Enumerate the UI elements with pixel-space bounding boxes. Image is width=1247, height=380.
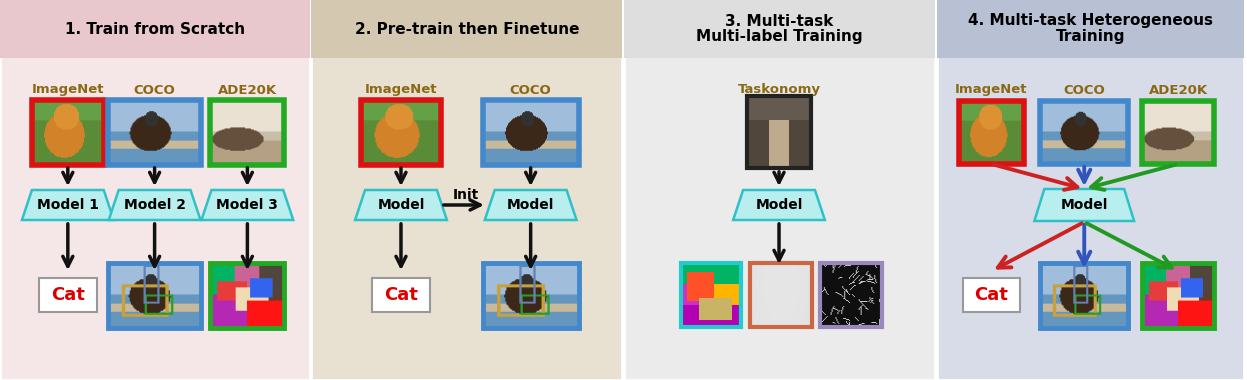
Polygon shape <box>202 190 293 220</box>
Bar <box>372 278 430 312</box>
Bar <box>483 100 579 165</box>
Polygon shape <box>485 190 576 220</box>
Text: ADE20K: ADE20K <box>1148 84 1207 97</box>
Text: Model: Model <box>756 198 803 212</box>
Bar <box>39 278 97 312</box>
Text: Model 3: Model 3 <box>217 198 278 212</box>
Text: 3. Multi-task: 3. Multi-task <box>726 14 834 28</box>
Text: COCO: COCO <box>133 84 176 97</box>
Text: Model: Model <box>508 198 555 212</box>
Text: Cat: Cat <box>975 286 1009 304</box>
Bar <box>625 0 935 380</box>
Bar <box>751 263 812 327</box>
Bar <box>107 263 202 328</box>
Text: Model 2: Model 2 <box>123 198 186 212</box>
Polygon shape <box>22 190 113 220</box>
Bar <box>625 0 935 58</box>
Bar <box>107 100 202 165</box>
Polygon shape <box>1034 189 1134 221</box>
Text: 1. Train from Scratch: 1. Train from Scratch <box>65 22 246 36</box>
Bar <box>1142 263 1213 328</box>
Polygon shape <box>355 190 446 220</box>
Bar <box>1040 100 1129 163</box>
Bar <box>1040 263 1129 328</box>
Bar <box>963 278 1020 312</box>
Text: 4. Multi-task Heterogeneous: 4. Multi-task Heterogeneous <box>968 14 1213 28</box>
Polygon shape <box>733 190 826 220</box>
Text: ImageNet: ImageNet <box>31 84 104 97</box>
Text: Cat: Cat <box>384 286 418 304</box>
Bar <box>211 100 284 165</box>
Text: ImageNet: ImageNet <box>955 84 1028 97</box>
Text: Model 1: Model 1 <box>37 198 99 212</box>
Text: COCO: COCO <box>1064 84 1105 97</box>
Text: Model: Model <box>378 198 425 212</box>
Bar <box>936 0 1243 58</box>
Text: COCO: COCO <box>510 84 551 97</box>
Bar <box>681 263 741 327</box>
Bar <box>312 0 622 58</box>
Bar <box>821 263 882 327</box>
Text: ADE20K: ADE20K <box>218 84 277 97</box>
Bar <box>1142 100 1213 163</box>
Text: Model: Model <box>1060 198 1107 212</box>
Bar <box>936 0 1243 380</box>
Text: Taskonomy: Taskonomy <box>737 84 821 97</box>
Text: ImageNet: ImageNet <box>364 84 438 97</box>
Bar <box>362 100 441 165</box>
Bar <box>312 0 622 380</box>
Text: Training: Training <box>1055 30 1125 44</box>
Bar <box>747 96 812 168</box>
Bar <box>959 100 1024 163</box>
Bar <box>0 0 311 380</box>
Text: Init: Init <box>453 188 479 202</box>
Polygon shape <box>108 190 201 220</box>
Bar <box>483 263 579 328</box>
Text: Cat: Cat <box>51 286 85 304</box>
Bar <box>0 0 311 58</box>
Bar <box>32 100 104 165</box>
Text: Multi-label Training: Multi-label Training <box>696 30 863 44</box>
Text: 2. Pre-train then Finetune: 2. Pre-train then Finetune <box>354 22 579 36</box>
Bar <box>211 263 284 328</box>
